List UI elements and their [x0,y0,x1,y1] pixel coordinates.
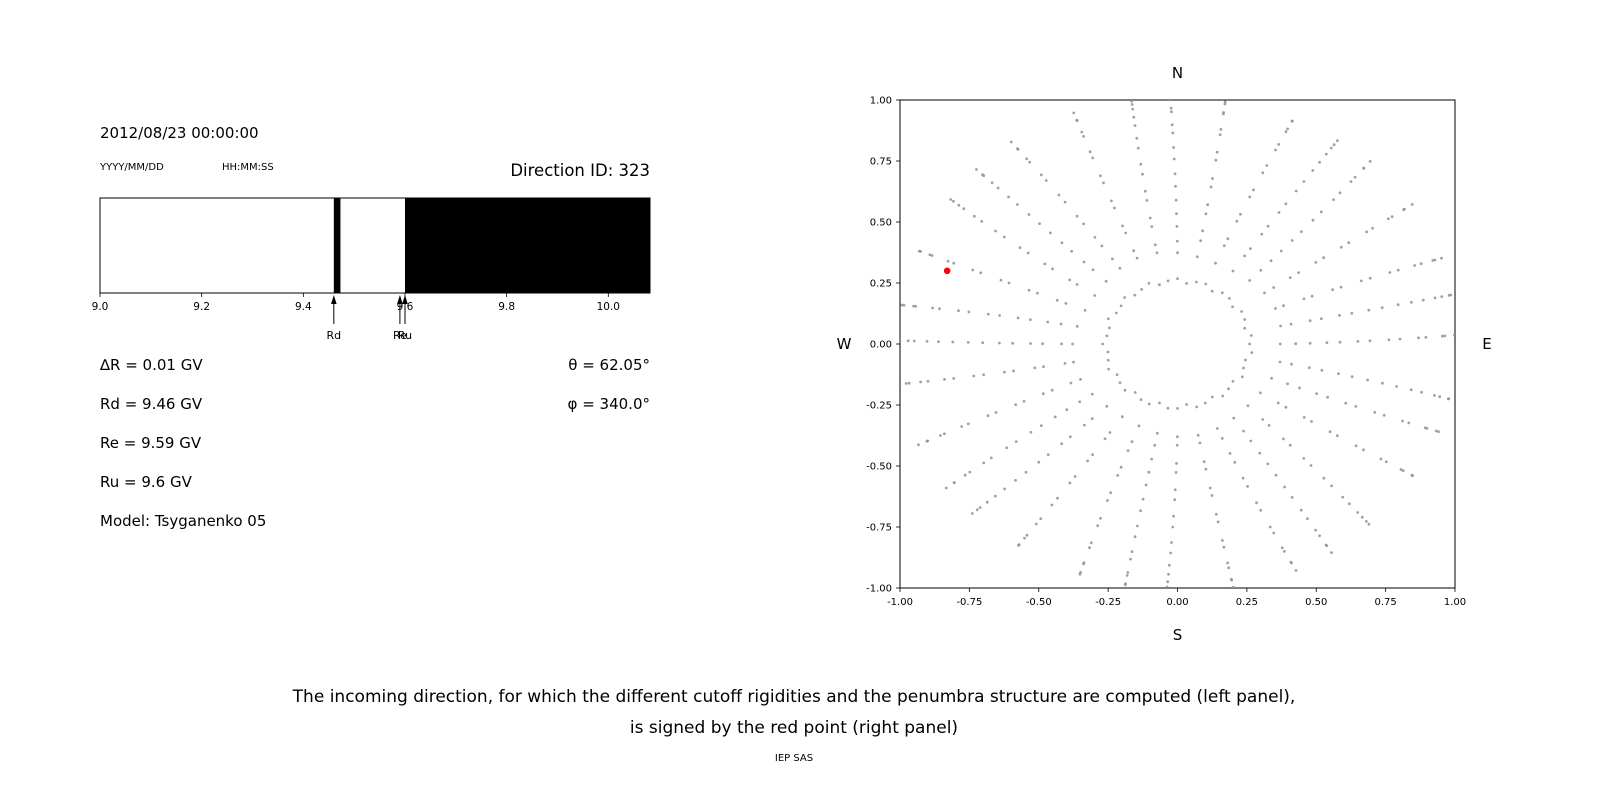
y-tick-label: -1.00 [866,584,892,595]
penumbra-forbidden-band [404,198,650,293]
x-tick-label: 10.0 [597,301,620,313]
date-format-label: YYYY/MM/DD [100,162,164,173]
compass-west-label: W [837,335,852,353]
penumbra-forbidden-band [333,198,341,293]
phi-value: φ = 340.0° [567,395,650,413]
y-tick-label: 0.75 [870,157,892,168]
y-tick-label: -0.50 [866,462,892,473]
x-tick-label: 9.8 [498,301,515,313]
direction-scatter-chart: N S W E -1.00 -0.75 -0.50 -0.25 0.00 0.25 0.50 0.75… [837,64,1492,644]
x-tick-label: 9.4 [295,301,312,313]
ru-value: Ru = 9.6 GV [100,473,192,491]
x-tick-label: -1.00 [887,597,913,608]
caption-line-1: The incoming direction, for which the di… [292,687,1296,707]
time-format-label: HH:MM:SS [222,162,274,173]
compass-east-label: E [1482,335,1491,353]
y-tick-label: 0.25 [870,279,892,290]
x-tick-label: -0.25 [1095,597,1121,608]
marker-label: Rd [327,329,342,342]
marker-arrowhead [331,295,337,304]
x-tick-label: -0.75 [956,597,982,608]
theta-value: θ = 62.05° [568,356,650,374]
x-tick-label: 0.75 [1374,597,1396,608]
y-tick-label: 0.50 [870,218,892,229]
x-tick-label: 9.2 [193,301,210,313]
caption-credit: IEP SAS [774,753,814,764]
x-tick-label: 0.00 [1166,597,1188,608]
plot-frame [899,99,1456,589]
x-tick-label: 0.25 [1236,597,1258,608]
direction-dot-grid [900,100,1455,588]
y-tick-label: -0.25 [866,401,892,412]
y-tick-label: -0.75 [866,523,892,534]
compass-north-label: N [1172,64,1183,82]
marker-label: Ru [398,329,412,342]
x-tick-label: -0.50 [1026,597,1052,608]
rd-value: Rd = 9.46 GV [100,395,203,413]
re-value: Re = 9.59 GV [100,434,202,452]
marker-arrowhead [402,295,408,304]
model-label: Model: Tsyganenko 05 [100,512,267,530]
marker-arrowhead [397,295,403,304]
marker-label: Re [393,329,407,342]
highlight-red-point [943,267,951,275]
x-tick-label: 1.00 [1444,597,1466,608]
y-tick-label: 1.00 [870,96,892,107]
x-tick-label: 9.0 [92,301,109,313]
compass-south-label: S [1173,626,1183,644]
y-tick-label: 0.00 [870,340,892,351]
direction-id-label: Direction ID: 323 [510,161,650,180]
datetime-label: 2012/08/23 00:00:00 [100,124,259,142]
delta-r-value: ∆R = 0.01 GV [100,356,203,374]
figure-caption: The incoming direction, for which the di… [0,687,1588,764]
caption-line-2: is signed by the red point (right panel) [629,718,959,738]
x-tick-label: 0.50 [1305,597,1327,608]
